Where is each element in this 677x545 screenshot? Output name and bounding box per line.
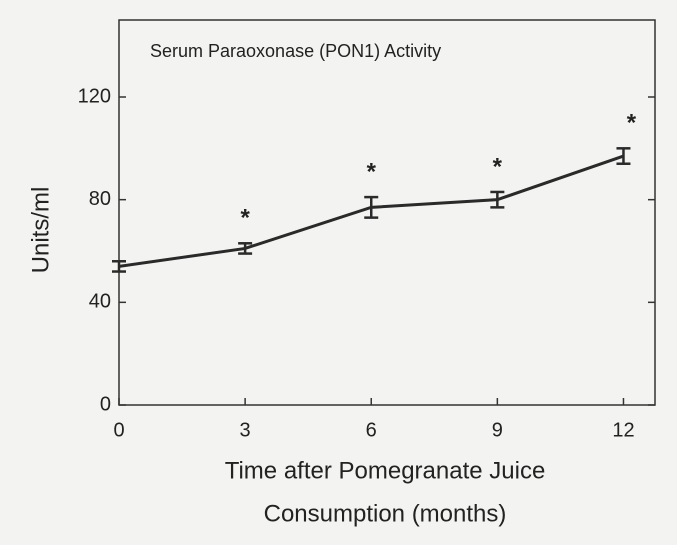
x-tick-label: 6 <box>366 419 377 441</box>
error-bar <box>364 195 379 219</box>
error-bar <box>238 242 253 255</box>
x-tick-label: 12 <box>612 419 634 441</box>
annotation: * <box>367 158 377 185</box>
y-tick-label: 40 <box>89 291 111 313</box>
annotation: * <box>493 153 503 180</box>
x-tick-label: 3 <box>240 419 251 441</box>
y-tick-label: 0 <box>100 393 111 415</box>
x-axis-label: Time after Pomegranate Juice <box>225 457 546 484</box>
error-bar <box>490 190 505 209</box>
y-tick-label: 120 <box>78 85 111 107</box>
x-axis-label: Consumption (months) <box>264 500 507 527</box>
x-tick-label: 0 <box>113 419 124 441</box>
annotation: * <box>627 110 637 137</box>
x-tick-label: 9 <box>492 419 503 441</box>
y-axis-label: Units/ml <box>27 187 54 274</box>
chart-title: Serum Paraoxonase (PON1) Activity <box>150 41 441 61</box>
plot-frame <box>118 19 656 406</box>
annotation: * <box>240 205 250 232</box>
error-bar <box>616 147 631 165</box>
error-bar <box>112 260 126 273</box>
y-tick-label: 80 <box>89 188 111 210</box>
